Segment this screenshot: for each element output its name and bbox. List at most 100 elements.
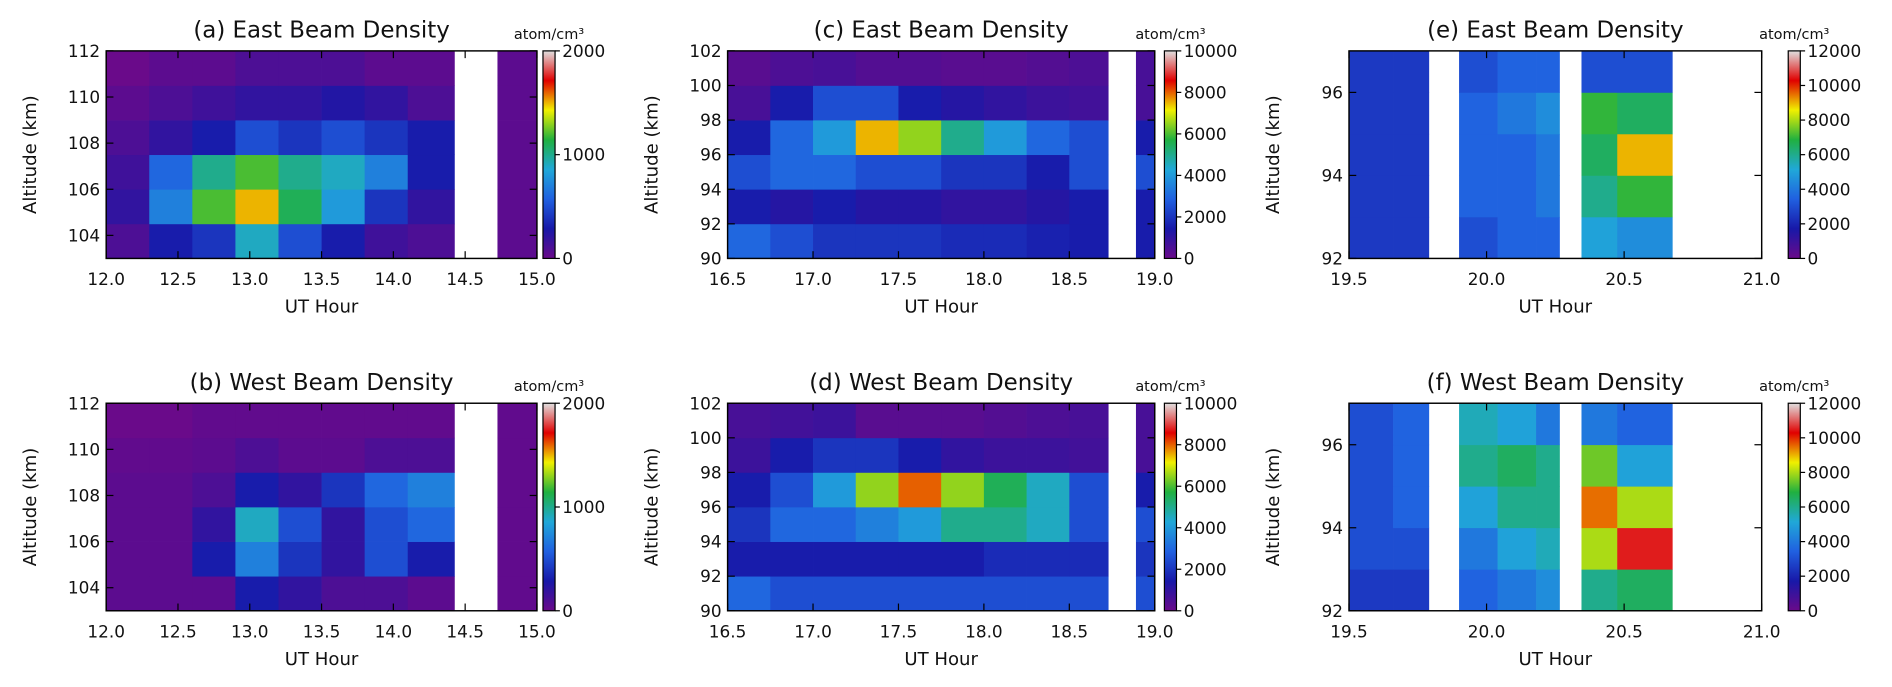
heat-cell xyxy=(727,437,771,473)
heat-cell xyxy=(941,85,985,121)
heat-cell xyxy=(497,472,538,508)
y-tick-label: 112 xyxy=(68,41,100,61)
heat-cell xyxy=(898,154,942,190)
heat-cell xyxy=(1536,403,1560,446)
heat-cell xyxy=(1393,403,1430,446)
heat-cell xyxy=(149,223,193,259)
heat-cell xyxy=(1069,541,1109,577)
chart-title: (a) East Beam Density xyxy=(193,18,449,44)
heat-cell xyxy=(1617,133,1673,176)
y-tick-label: 100 xyxy=(689,428,721,448)
heat-cell xyxy=(813,437,857,473)
heat-cell xyxy=(983,85,1027,121)
heat-cell xyxy=(1617,527,1673,570)
heat-cell xyxy=(1459,216,1498,259)
y-tick-label: 94 xyxy=(1321,518,1342,538)
heat-cell xyxy=(898,120,942,156)
heat-cell xyxy=(1536,92,1560,135)
x-tick-label: 15.0 xyxy=(518,269,556,289)
heat-cell xyxy=(1581,403,1618,446)
heat-cell xyxy=(321,506,366,542)
heat-cell xyxy=(727,189,771,225)
panel: 16.5 17.0 17.5 18.0 18.5 19.0 90 92 94 96 98 100 102… xyxy=(642,370,1238,670)
x-tick-label: 21.0 xyxy=(1743,269,1781,289)
heat-cell xyxy=(1393,527,1430,570)
heat-cell xyxy=(364,189,409,225)
x-tick-label: 14.0 xyxy=(375,269,413,289)
heat-cell xyxy=(1536,133,1560,176)
x-tick-label: 15.0 xyxy=(518,621,556,641)
colorbar-tick-label: 6000 xyxy=(1184,124,1227,144)
heat-cell xyxy=(941,154,985,190)
heat-cell xyxy=(321,541,366,577)
y-tick-label: 98 xyxy=(700,110,721,130)
colorbar-tick-label: 6000 xyxy=(1808,497,1851,517)
colorbar-label: atom/cm³ xyxy=(1759,27,1829,43)
heat-cell xyxy=(1393,133,1430,176)
heat-cell xyxy=(278,189,322,225)
x-tick-label: 18.5 xyxy=(1051,269,1089,289)
heat-cell xyxy=(1581,527,1618,570)
heat-cell xyxy=(727,541,771,577)
heat-cell xyxy=(1069,189,1109,225)
x-axis-label: UT Hour xyxy=(285,297,359,318)
heat-cell xyxy=(1026,472,1070,508)
heat-cell xyxy=(1135,120,1156,156)
heat-cell xyxy=(407,85,455,121)
heat-cell xyxy=(983,506,1027,542)
heat-cell xyxy=(898,85,942,121)
x-tick-label: 18.0 xyxy=(965,269,1003,289)
x-tick-label: 18.0 xyxy=(965,621,1003,641)
heat-cell xyxy=(813,472,857,508)
heat-cell xyxy=(321,120,366,156)
heat-cell xyxy=(1069,120,1109,156)
heat-cell xyxy=(1069,50,1109,86)
heat-cell xyxy=(407,189,455,225)
colorbar xyxy=(1163,50,1178,260)
y-tick-label: 96 xyxy=(1321,82,1342,102)
x-tick-label: 13.0 xyxy=(231,621,269,641)
heat-cell xyxy=(941,576,985,612)
heat-cell xyxy=(855,437,899,473)
heat-cell xyxy=(1026,50,1070,86)
heat-cell xyxy=(497,85,538,121)
x-tick-label: 19.0 xyxy=(1136,621,1174,641)
heat-cell xyxy=(1459,133,1498,176)
heat-cell xyxy=(1069,223,1109,259)
heat-cell xyxy=(1459,403,1498,446)
heat-cell xyxy=(727,85,771,121)
heat-cell xyxy=(278,576,322,612)
heat-cell xyxy=(278,472,322,508)
heat-cell xyxy=(106,154,150,190)
heat-cell xyxy=(497,576,538,612)
heat-cell xyxy=(278,541,322,577)
heat-cell xyxy=(106,50,150,86)
heat-cell xyxy=(407,576,455,612)
heat-cell xyxy=(1497,175,1537,218)
heat-cell xyxy=(770,437,814,473)
heat-cell xyxy=(235,154,279,190)
y-tick-label: 94 xyxy=(700,532,721,552)
heat-cell xyxy=(770,50,814,86)
heat-cell xyxy=(192,472,236,508)
heat-cell xyxy=(983,154,1027,190)
heat-cell xyxy=(1497,403,1537,446)
heat-cell xyxy=(898,223,942,259)
heat-cell xyxy=(321,189,366,225)
x-axis-label: UT Hour xyxy=(1519,297,1593,318)
y-tick-label: 112 xyxy=(68,393,100,413)
colorbar-tick-label: 8000 xyxy=(1808,110,1851,130)
heat-cell xyxy=(407,223,455,259)
chart-title: (c) East Beam Density xyxy=(814,18,1069,44)
y-tick-label: 92 xyxy=(700,566,721,586)
heat-cell xyxy=(1393,569,1430,612)
heat-cell xyxy=(106,506,150,542)
heat-cell xyxy=(106,85,150,121)
x-tick-label: 14.0 xyxy=(375,621,413,641)
heat-cell xyxy=(855,223,899,259)
heat-cell xyxy=(1581,133,1618,176)
heat-cell xyxy=(497,541,538,577)
colorbar-tick-label: 8000 xyxy=(1184,435,1227,455)
heat-cell xyxy=(1393,175,1430,218)
